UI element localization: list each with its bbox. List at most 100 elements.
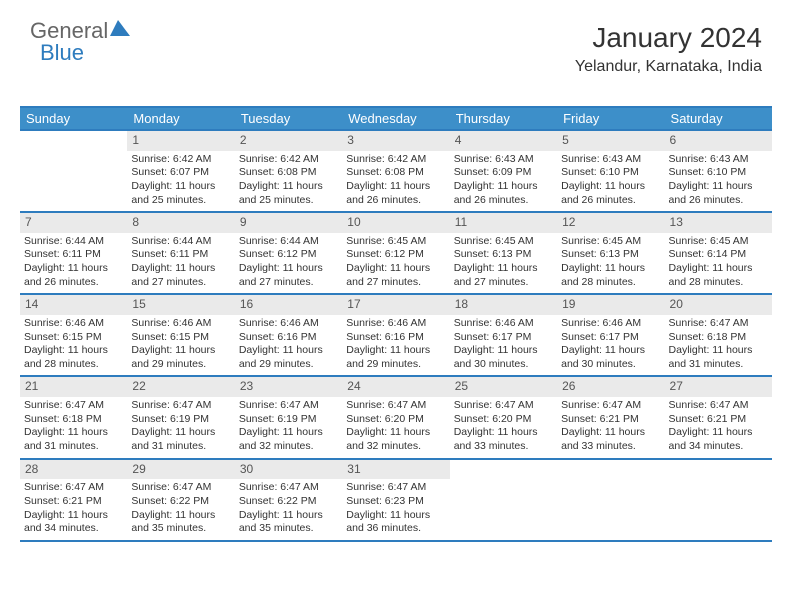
sunset-text: Sunset: 6:09 PM bbox=[454, 166, 553, 180]
day-cell: 18Sunrise: 6:46 AMSunset: 6:17 PMDayligh… bbox=[450, 295, 557, 375]
day-number: 12 bbox=[557, 213, 664, 233]
daylight-text: Daylight: 11 hours and 26 minutes. bbox=[561, 180, 660, 207]
sunrise-text: Sunrise: 6:43 AM bbox=[454, 153, 553, 167]
daylight-text: Daylight: 11 hours and 28 minutes. bbox=[561, 262, 660, 289]
day-info: Sunrise: 6:43 AMSunset: 6:09 PMDaylight:… bbox=[450, 151, 557, 212]
day-cell: 3Sunrise: 6:42 AMSunset: 6:08 PMDaylight… bbox=[342, 131, 449, 211]
day-number: 22 bbox=[127, 377, 234, 397]
week-row: 28Sunrise: 6:47 AMSunset: 6:21 PMDayligh… bbox=[20, 460, 772, 542]
day-cell: 2Sunrise: 6:42 AMSunset: 6:08 PMDaylight… bbox=[235, 131, 342, 211]
day-number: 11 bbox=[450, 213, 557, 233]
sunrise-text: Sunrise: 6:47 AM bbox=[561, 399, 660, 413]
day-number: 20 bbox=[665, 295, 772, 315]
sunrise-text: Sunrise: 6:43 AM bbox=[561, 153, 660, 167]
sunset-text: Sunset: 6:12 PM bbox=[239, 248, 338, 262]
sunrise-text: Sunrise: 6:44 AM bbox=[131, 235, 230, 249]
day-cell: 27Sunrise: 6:47 AMSunset: 6:21 PMDayligh… bbox=[665, 377, 772, 457]
day-number: 15 bbox=[127, 295, 234, 315]
sunrise-text: Sunrise: 6:47 AM bbox=[346, 399, 445, 413]
day-cell bbox=[20, 131, 127, 211]
day-cell bbox=[665, 460, 772, 540]
day-number: 18 bbox=[450, 295, 557, 315]
day-number: 25 bbox=[450, 377, 557, 397]
week-row: 1Sunrise: 6:42 AMSunset: 6:07 PMDaylight… bbox=[20, 131, 772, 213]
sunrise-text: Sunrise: 6:47 AM bbox=[131, 399, 230, 413]
sunset-text: Sunset: 6:21 PM bbox=[561, 413, 660, 427]
day-cell: 11Sunrise: 6:45 AMSunset: 6:13 PMDayligh… bbox=[450, 213, 557, 293]
sunset-text: Sunset: 6:22 PM bbox=[239, 495, 338, 509]
sunrise-text: Sunrise: 6:46 AM bbox=[239, 317, 338, 331]
day-cell: 19Sunrise: 6:46 AMSunset: 6:17 PMDayligh… bbox=[557, 295, 664, 375]
sunrise-text: Sunrise: 6:45 AM bbox=[561, 235, 660, 249]
day-number: 19 bbox=[557, 295, 664, 315]
sunset-text: Sunset: 6:21 PM bbox=[669, 413, 768, 427]
sunrise-text: Sunrise: 6:47 AM bbox=[346, 481, 445, 495]
day-number: 2 bbox=[235, 131, 342, 151]
sunrise-text: Sunrise: 6:45 AM bbox=[346, 235, 445, 249]
day-info: Sunrise: 6:47 AMSunset: 6:21 PMDaylight:… bbox=[557, 397, 664, 458]
sunset-text: Sunset: 6:17 PM bbox=[561, 331, 660, 345]
day-header-sat: Saturday bbox=[665, 108, 772, 129]
day-info: Sunrise: 6:47 AMSunset: 6:22 PMDaylight:… bbox=[127, 479, 234, 540]
day-info: Sunrise: 6:45 AMSunset: 6:14 PMDaylight:… bbox=[665, 233, 772, 294]
daylight-text: Daylight: 11 hours and 25 minutes. bbox=[239, 180, 338, 207]
day-number: 21 bbox=[20, 377, 127, 397]
day-info: Sunrise: 6:47 AMSunset: 6:23 PMDaylight:… bbox=[342, 479, 449, 540]
day-info: Sunrise: 6:47 AMSunset: 6:22 PMDaylight:… bbox=[235, 479, 342, 540]
day-info: Sunrise: 6:43 AMSunset: 6:10 PMDaylight:… bbox=[665, 151, 772, 212]
daylight-text: Daylight: 11 hours and 26 minutes. bbox=[669, 180, 768, 207]
daylight-text: Daylight: 11 hours and 32 minutes. bbox=[346, 426, 445, 453]
day-info: Sunrise: 6:46 AMSunset: 6:17 PMDaylight:… bbox=[557, 315, 664, 376]
daylight-text: Daylight: 11 hours and 34 minutes. bbox=[24, 509, 123, 536]
sunrise-text: Sunrise: 6:47 AM bbox=[454, 399, 553, 413]
location-label: Yelandur, Karnataka, India bbox=[575, 58, 762, 76]
sunset-text: Sunset: 6:16 PM bbox=[346, 331, 445, 345]
day-cell: 10Sunrise: 6:45 AMSunset: 6:12 PMDayligh… bbox=[342, 213, 449, 293]
day-cell: 21Sunrise: 6:47 AMSunset: 6:18 PMDayligh… bbox=[20, 377, 127, 457]
sunrise-text: Sunrise: 6:47 AM bbox=[669, 317, 768, 331]
day-cell: 4Sunrise: 6:43 AMSunset: 6:09 PMDaylight… bbox=[450, 131, 557, 211]
daylight-text: Daylight: 11 hours and 34 minutes. bbox=[669, 426, 768, 453]
sunset-text: Sunset: 6:11 PM bbox=[24, 248, 123, 262]
sunset-text: Sunset: 6:08 PM bbox=[346, 166, 445, 180]
sunrise-text: Sunrise: 6:46 AM bbox=[454, 317, 553, 331]
daylight-text: Daylight: 11 hours and 31 minutes. bbox=[131, 426, 230, 453]
daylight-text: Daylight: 11 hours and 29 minutes. bbox=[131, 344, 230, 371]
day-number: 24 bbox=[342, 377, 449, 397]
sunrise-text: Sunrise: 6:43 AM bbox=[669, 153, 768, 167]
day-number: 14 bbox=[20, 295, 127, 315]
day-cell: 30Sunrise: 6:47 AMSunset: 6:22 PMDayligh… bbox=[235, 460, 342, 540]
day-cell: 23Sunrise: 6:47 AMSunset: 6:19 PMDayligh… bbox=[235, 377, 342, 457]
day-number: 13 bbox=[665, 213, 772, 233]
day-info: Sunrise: 6:47 AMSunset: 6:20 PMDaylight:… bbox=[450, 397, 557, 458]
day-info: Sunrise: 6:44 AMSunset: 6:11 PMDaylight:… bbox=[20, 233, 127, 294]
sunrise-text: Sunrise: 6:42 AM bbox=[346, 153, 445, 167]
sunset-text: Sunset: 6:19 PM bbox=[131, 413, 230, 427]
month-title: January 2024 bbox=[575, 22, 762, 54]
day-number: 4 bbox=[450, 131, 557, 151]
sunrise-text: Sunrise: 6:46 AM bbox=[131, 317, 230, 331]
day-cell bbox=[450, 460, 557, 540]
day-info: Sunrise: 6:44 AMSunset: 6:12 PMDaylight:… bbox=[235, 233, 342, 294]
sunset-text: Sunset: 6:08 PM bbox=[239, 166, 338, 180]
day-info: Sunrise: 6:43 AMSunset: 6:10 PMDaylight:… bbox=[557, 151, 664, 212]
sunrise-text: Sunrise: 6:46 AM bbox=[561, 317, 660, 331]
day-info: Sunrise: 6:46 AMSunset: 6:15 PMDaylight:… bbox=[20, 315, 127, 376]
day-info: Sunrise: 6:46 AMSunset: 6:16 PMDaylight:… bbox=[235, 315, 342, 376]
day-header-row: Sunday Monday Tuesday Wednesday Thursday… bbox=[20, 108, 772, 131]
sunrise-text: Sunrise: 6:47 AM bbox=[669, 399, 768, 413]
sunset-text: Sunset: 6:18 PM bbox=[24, 413, 123, 427]
day-number: 5 bbox=[557, 131, 664, 151]
day-info: Sunrise: 6:45 AMSunset: 6:13 PMDaylight:… bbox=[450, 233, 557, 294]
sunset-text: Sunset: 6:20 PM bbox=[454, 413, 553, 427]
day-number: 17 bbox=[342, 295, 449, 315]
daylight-text: Daylight: 11 hours and 36 minutes. bbox=[346, 509, 445, 536]
day-cell: 12Sunrise: 6:45 AMSunset: 6:13 PMDayligh… bbox=[557, 213, 664, 293]
daylight-text: Daylight: 11 hours and 26 minutes. bbox=[24, 262, 123, 289]
daylight-text: Daylight: 11 hours and 28 minutes. bbox=[24, 344, 123, 371]
sunset-text: Sunset: 6:17 PM bbox=[454, 331, 553, 345]
week-row: 14Sunrise: 6:46 AMSunset: 6:15 PMDayligh… bbox=[20, 295, 772, 377]
day-cell: 14Sunrise: 6:46 AMSunset: 6:15 PMDayligh… bbox=[20, 295, 127, 375]
sunset-text: Sunset: 6:23 PM bbox=[346, 495, 445, 509]
day-cell: 5Sunrise: 6:43 AMSunset: 6:10 PMDaylight… bbox=[557, 131, 664, 211]
